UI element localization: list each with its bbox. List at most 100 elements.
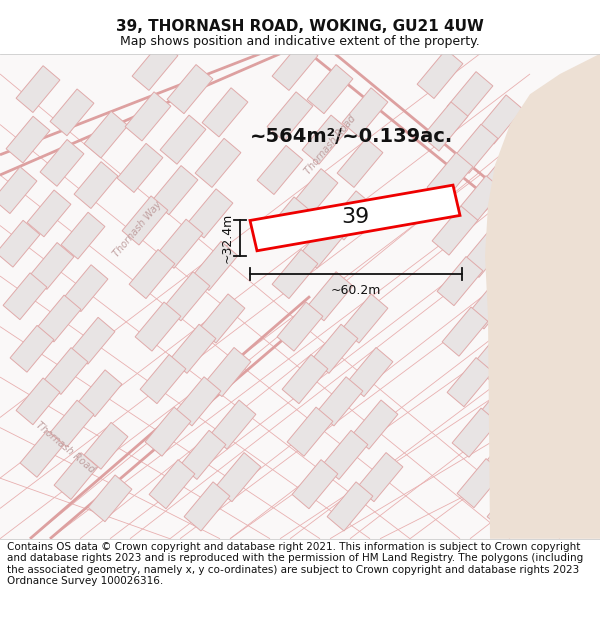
Polygon shape	[132, 41, 178, 91]
Polygon shape	[184, 482, 230, 531]
Polygon shape	[485, 54, 600, 539]
Polygon shape	[452, 124, 498, 173]
Polygon shape	[0, 167, 37, 214]
Polygon shape	[3, 273, 47, 319]
Text: 39, THORNASH ROAD, WOKING, GU21 4UW: 39, THORNASH ROAD, WOKING, GU21 4UW	[116, 19, 484, 34]
Polygon shape	[192, 241, 238, 291]
Polygon shape	[50, 400, 94, 447]
Text: ~60.2m: ~60.2m	[331, 284, 381, 297]
Polygon shape	[267, 92, 313, 141]
Polygon shape	[525, 332, 571, 381]
Polygon shape	[125, 92, 171, 141]
Polygon shape	[135, 302, 181, 351]
Polygon shape	[180, 431, 226, 479]
Polygon shape	[282, 354, 328, 404]
Polygon shape	[54, 452, 98, 499]
Polygon shape	[210, 400, 256, 449]
Polygon shape	[300, 219, 346, 268]
Polygon shape	[16, 66, 60, 112]
Polygon shape	[437, 256, 483, 306]
Polygon shape	[292, 459, 338, 509]
Polygon shape	[462, 228, 508, 278]
Polygon shape	[272, 249, 318, 299]
Polygon shape	[482, 148, 528, 196]
Polygon shape	[84, 111, 128, 158]
Text: Thornash Way: Thornash Way	[112, 200, 164, 259]
Polygon shape	[187, 189, 233, 238]
Text: ~564m²/~0.139ac.: ~564m²/~0.139ac.	[250, 127, 454, 146]
Polygon shape	[78, 370, 122, 417]
Polygon shape	[477, 381, 523, 430]
Polygon shape	[477, 95, 523, 144]
Polygon shape	[342, 294, 388, 343]
Polygon shape	[542, 211, 588, 260]
Polygon shape	[357, 452, 403, 502]
Polygon shape	[287, 407, 333, 456]
Polygon shape	[257, 146, 303, 194]
Text: Contains OS data © Crown copyright and database right 2021. This information is : Contains OS data © Crown copyright and d…	[7, 542, 583, 586]
Polygon shape	[417, 49, 463, 99]
Polygon shape	[452, 408, 498, 458]
Polygon shape	[140, 354, 186, 404]
Polygon shape	[167, 64, 213, 114]
Text: ~32.4m: ~32.4m	[221, 213, 233, 263]
Polygon shape	[152, 166, 198, 215]
Polygon shape	[517, 372, 563, 422]
Polygon shape	[175, 377, 221, 426]
Polygon shape	[337, 138, 383, 188]
Polygon shape	[170, 324, 216, 373]
Polygon shape	[215, 452, 261, 502]
Polygon shape	[487, 482, 533, 531]
Polygon shape	[164, 272, 210, 321]
Polygon shape	[74, 162, 118, 209]
Polygon shape	[537, 171, 583, 220]
Polygon shape	[535, 292, 581, 341]
Polygon shape	[160, 115, 206, 164]
Text: Map shows position and indicative extent of the property.: Map shows position and indicative extent…	[120, 35, 480, 48]
Polygon shape	[6, 116, 50, 163]
Polygon shape	[84, 422, 128, 469]
Polygon shape	[199, 294, 245, 343]
Polygon shape	[195, 138, 241, 188]
Polygon shape	[432, 206, 478, 255]
Polygon shape	[507, 454, 553, 503]
Polygon shape	[149, 459, 195, 509]
Polygon shape	[61, 213, 105, 259]
Text: Thornash Road: Thornash Road	[34, 421, 97, 475]
Polygon shape	[302, 115, 348, 164]
Polygon shape	[347, 348, 393, 397]
Text: Thornash Road: Thornash Road	[302, 113, 358, 176]
Polygon shape	[322, 431, 368, 479]
Polygon shape	[20, 431, 64, 478]
Polygon shape	[37, 295, 81, 342]
Polygon shape	[342, 88, 388, 137]
Polygon shape	[117, 143, 163, 192]
Polygon shape	[307, 272, 353, 321]
Polygon shape	[16, 378, 60, 425]
Polygon shape	[327, 482, 373, 531]
Polygon shape	[352, 400, 398, 449]
Polygon shape	[482, 431, 528, 481]
Polygon shape	[292, 169, 338, 217]
Polygon shape	[307, 64, 353, 114]
Polygon shape	[30, 242, 74, 289]
Polygon shape	[122, 196, 168, 245]
Polygon shape	[312, 324, 358, 373]
Polygon shape	[202, 88, 248, 137]
Polygon shape	[0, 220, 40, 267]
Polygon shape	[532, 130, 578, 179]
Polygon shape	[512, 413, 558, 462]
Polygon shape	[40, 139, 84, 186]
Polygon shape	[447, 72, 493, 121]
Polygon shape	[457, 176, 503, 225]
Polygon shape	[205, 348, 251, 397]
Polygon shape	[472, 330, 518, 379]
Polygon shape	[537, 251, 583, 301]
Polygon shape	[277, 302, 323, 351]
Polygon shape	[422, 102, 468, 151]
Polygon shape	[71, 318, 115, 364]
Polygon shape	[457, 459, 503, 508]
Text: 39: 39	[341, 208, 369, 227]
Polygon shape	[522, 90, 568, 139]
Polygon shape	[467, 280, 513, 329]
